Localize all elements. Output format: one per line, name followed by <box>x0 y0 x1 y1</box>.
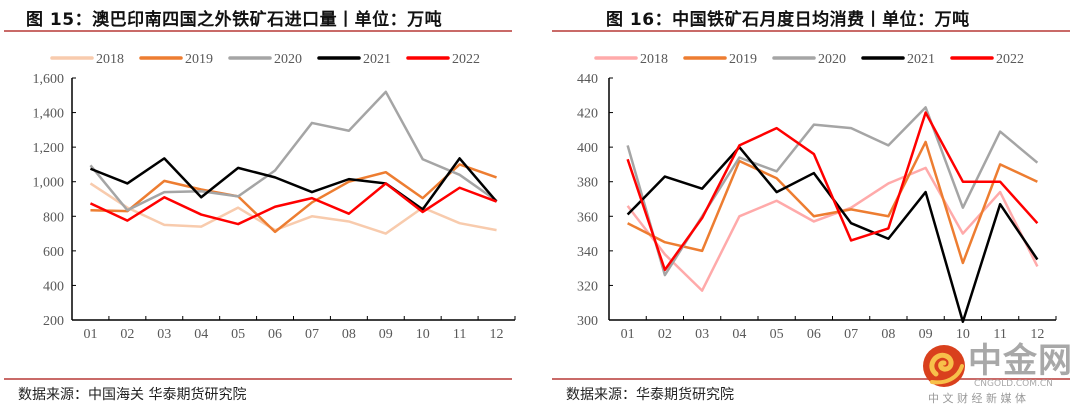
legend-label-2021: 2021 <box>363 52 391 67</box>
x-tick-label: 06 <box>268 327 282 342</box>
y-tick-label: 600 <box>43 245 64 260</box>
x-tick-label: 06 <box>807 327 821 342</box>
x-tick-label: 03 <box>695 327 709 342</box>
series-line-2020 <box>626 106 1039 277</box>
x-tick-label: 05 <box>231 327 245 342</box>
y-tick-label: 1,600 <box>33 72 65 87</box>
y-tick-label: 400 <box>43 279 64 294</box>
y-tick-label: 320 <box>577 279 598 294</box>
x-tick-label: 07 <box>305 327 319 342</box>
x-tick-label: 09 <box>919 327 933 342</box>
x-tick-label: 12 <box>490 327 504 342</box>
watermark-slogan: 中 文 财 经 新 媒 体 <box>928 392 1026 405</box>
watermark-logo: 中金网 CNGOLD.COM.CN 中 文 财 经 新 媒 体 <box>922 344 1072 408</box>
legend-label-2022: 2022 <box>996 52 1024 67</box>
y-tick-label: 800 <box>43 210 64 225</box>
x-tick-label: 10 <box>956 327 970 342</box>
series-line-2019 <box>627 140 1038 265</box>
series-line-2019 <box>90 163 497 234</box>
series-line-2018 <box>89 182 497 235</box>
legend-label-2021: 2021 <box>907 52 935 67</box>
series-line-2018 <box>626 166 1039 292</box>
x-tick-label: 07 <box>844 327 858 342</box>
chart-title: 图 15：澳巴印南四国之外铁矿石进口量丨单位：万吨 <box>26 10 443 30</box>
y-tick-label: 440 <box>577 72 598 87</box>
chart-title: 图 16：中国铁矿石月度日均消费丨单位：万吨 <box>606 10 970 30</box>
legend-label-2022: 2022 <box>452 52 480 67</box>
y-tick-label: 360 <box>577 210 598 225</box>
x-tick-label: 02 <box>658 327 672 342</box>
series-line-2020 <box>89 90 498 212</box>
legend-label-2020: 2020 <box>818 52 846 67</box>
series-line-2022 <box>626 111 1039 272</box>
watermark-name: 中金网 <box>968 341 1073 381</box>
source-note: 数据来源：华泰期货研究院 <box>566 387 734 403</box>
left-panel: 图 15：澳巴印南四国之外铁矿石进口量丨单位：万吨 数据来源：中国海关 华泰期货… <box>4 10 512 403</box>
x-tick-label: 11 <box>453 327 466 342</box>
legend-label-2018: 2018 <box>96 52 124 67</box>
footer-rule <box>4 378 512 380</box>
y-tick-label: 420 <box>577 107 598 122</box>
x-tick-label: 02 <box>120 327 134 342</box>
x-tick-label: 10 <box>416 327 430 342</box>
x-tick-label: 01 <box>621 327 635 342</box>
series-line-2021 <box>89 157 498 211</box>
title-rule <box>552 30 1070 32</box>
y-tick-label: 1,200 <box>33 141 65 156</box>
chart-1: 200 400 600 800 1,000 1,200 1,400 1,600 01 02 03 04… <box>33 52 516 342</box>
source-note: 数据来源：中国海关 华泰期货研究院 <box>18 387 247 403</box>
y-tick-label: 1,000 <box>33 176 65 191</box>
x-tick-label: 12 <box>1030 327 1044 342</box>
x-tick-label: 08 <box>881 327 895 342</box>
legend-label-2019: 2019 <box>185 52 213 67</box>
watermark-domain: CNGOLD.COM.CN <box>974 379 1053 389</box>
y-tick-label: 340 <box>577 245 598 260</box>
y-tick-label: 200 <box>43 314 64 329</box>
x-tick-label: 03 <box>157 327 171 342</box>
chart-2: 300 320 340 360 380 400 420 440 01 02 03 04 05 06 07 08… <box>577 52 1057 342</box>
right-panel: 图 16：中国铁矿石月度日均消费丨单位：万吨 数据来源：华泰期货研究院 <box>540 0 1080 408</box>
y-tick-label: 1,400 <box>33 107 65 122</box>
x-tick-label: 05 <box>770 327 784 342</box>
legend-label-2019: 2019 <box>729 52 757 67</box>
x-tick-label: 11 <box>993 327 1006 342</box>
x-tick-label: 04 <box>732 327 746 342</box>
y-tick-label: 400 <box>577 141 598 156</box>
x-tick-label: 09 <box>379 327 393 342</box>
legend-label-2018: 2018 <box>640 52 668 67</box>
x-tick-label: 01 <box>83 327 97 342</box>
series-line-2022 <box>89 182 497 226</box>
legend-label-2020: 2020 <box>274 52 302 67</box>
x-tick-label: 04 <box>194 327 208 342</box>
title-rule <box>4 30 512 32</box>
x-tick-label: 08 <box>342 327 356 342</box>
y-tick-label: 300 <box>577 314 598 329</box>
y-tick-label: 380 <box>577 176 598 191</box>
footer-rule <box>552 378 1070 380</box>
logo-icon <box>923 345 965 387</box>
